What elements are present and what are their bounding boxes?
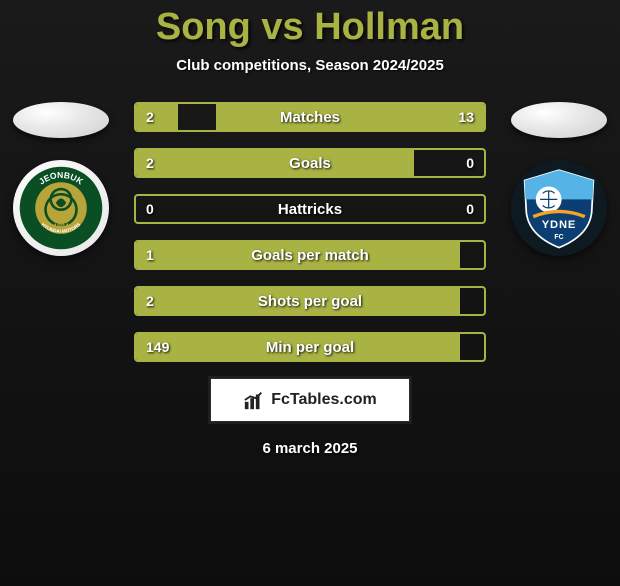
stat-value-left: 0: [136, 196, 164, 222]
stat-label: Hattricks: [136, 196, 484, 222]
stat-fill-left: [136, 334, 460, 360]
stat-value-right: [464, 242, 484, 268]
stat-value-right: 0: [456, 150, 484, 176]
stat-value-right: [464, 288, 484, 314]
brand-text: FcTables.com: [271, 391, 377, 409]
jeonbuk-crest-icon: JEONBUK HYUNDAI MOTORS 1994: [18, 165, 104, 251]
stat-fill-right: [216, 104, 484, 130]
club-logo-sydney: YDNE FC: [511, 160, 607, 256]
stat-row: 213Matches: [134, 102, 486, 132]
brand-badge[interactable]: FcTables.com: [210, 378, 410, 422]
stat-row: 1Goals per match: [134, 240, 486, 270]
chart-icon: [243, 389, 265, 411]
stat-value-right: 0: [456, 196, 484, 222]
svg-text:1994: 1994: [53, 224, 68, 231]
stat-fill-left: [136, 288, 460, 314]
stat-fill-left: [136, 150, 414, 176]
player-right-silhouette: [511, 102, 607, 138]
player-left-silhouette: [13, 102, 109, 138]
date-text: 6 march 2025: [0, 440, 620, 457]
svg-text:YDNE: YDNE: [542, 219, 576, 231]
club-logo-jeonbuk: JEONBUK HYUNDAI MOTORS 1994: [13, 160, 109, 256]
svg-text:FC: FC: [554, 234, 563, 241]
stat-value-right: [464, 334, 484, 360]
player-left-column: JEONBUK HYUNDAI MOTORS 1994: [6, 102, 116, 256]
comparison-content: JEONBUK HYUNDAI MOTORS 1994 YDNE FC 213M: [0, 102, 620, 457]
player-right-column: YDNE FC: [504, 102, 614, 256]
subtitle: Club competitions, Season 2024/2025: [0, 57, 620, 74]
stat-row: 2Shots per goal: [134, 286, 486, 316]
page-title: Song vs Hollman: [0, 6, 620, 49]
stat-row: 0 0Hattricks: [134, 194, 486, 224]
stat-fill-left: [136, 104, 178, 130]
stat-row: 149Min per goal: [134, 332, 486, 362]
stats-bars: 213Matches20Goals00Hattricks1Goals per m…: [134, 102, 486, 362]
sydney-fc-crest-icon: YDNE FC: [516, 165, 602, 251]
stat-fill-left: [136, 242, 460, 268]
stat-row: 20Goals: [134, 148, 486, 178]
